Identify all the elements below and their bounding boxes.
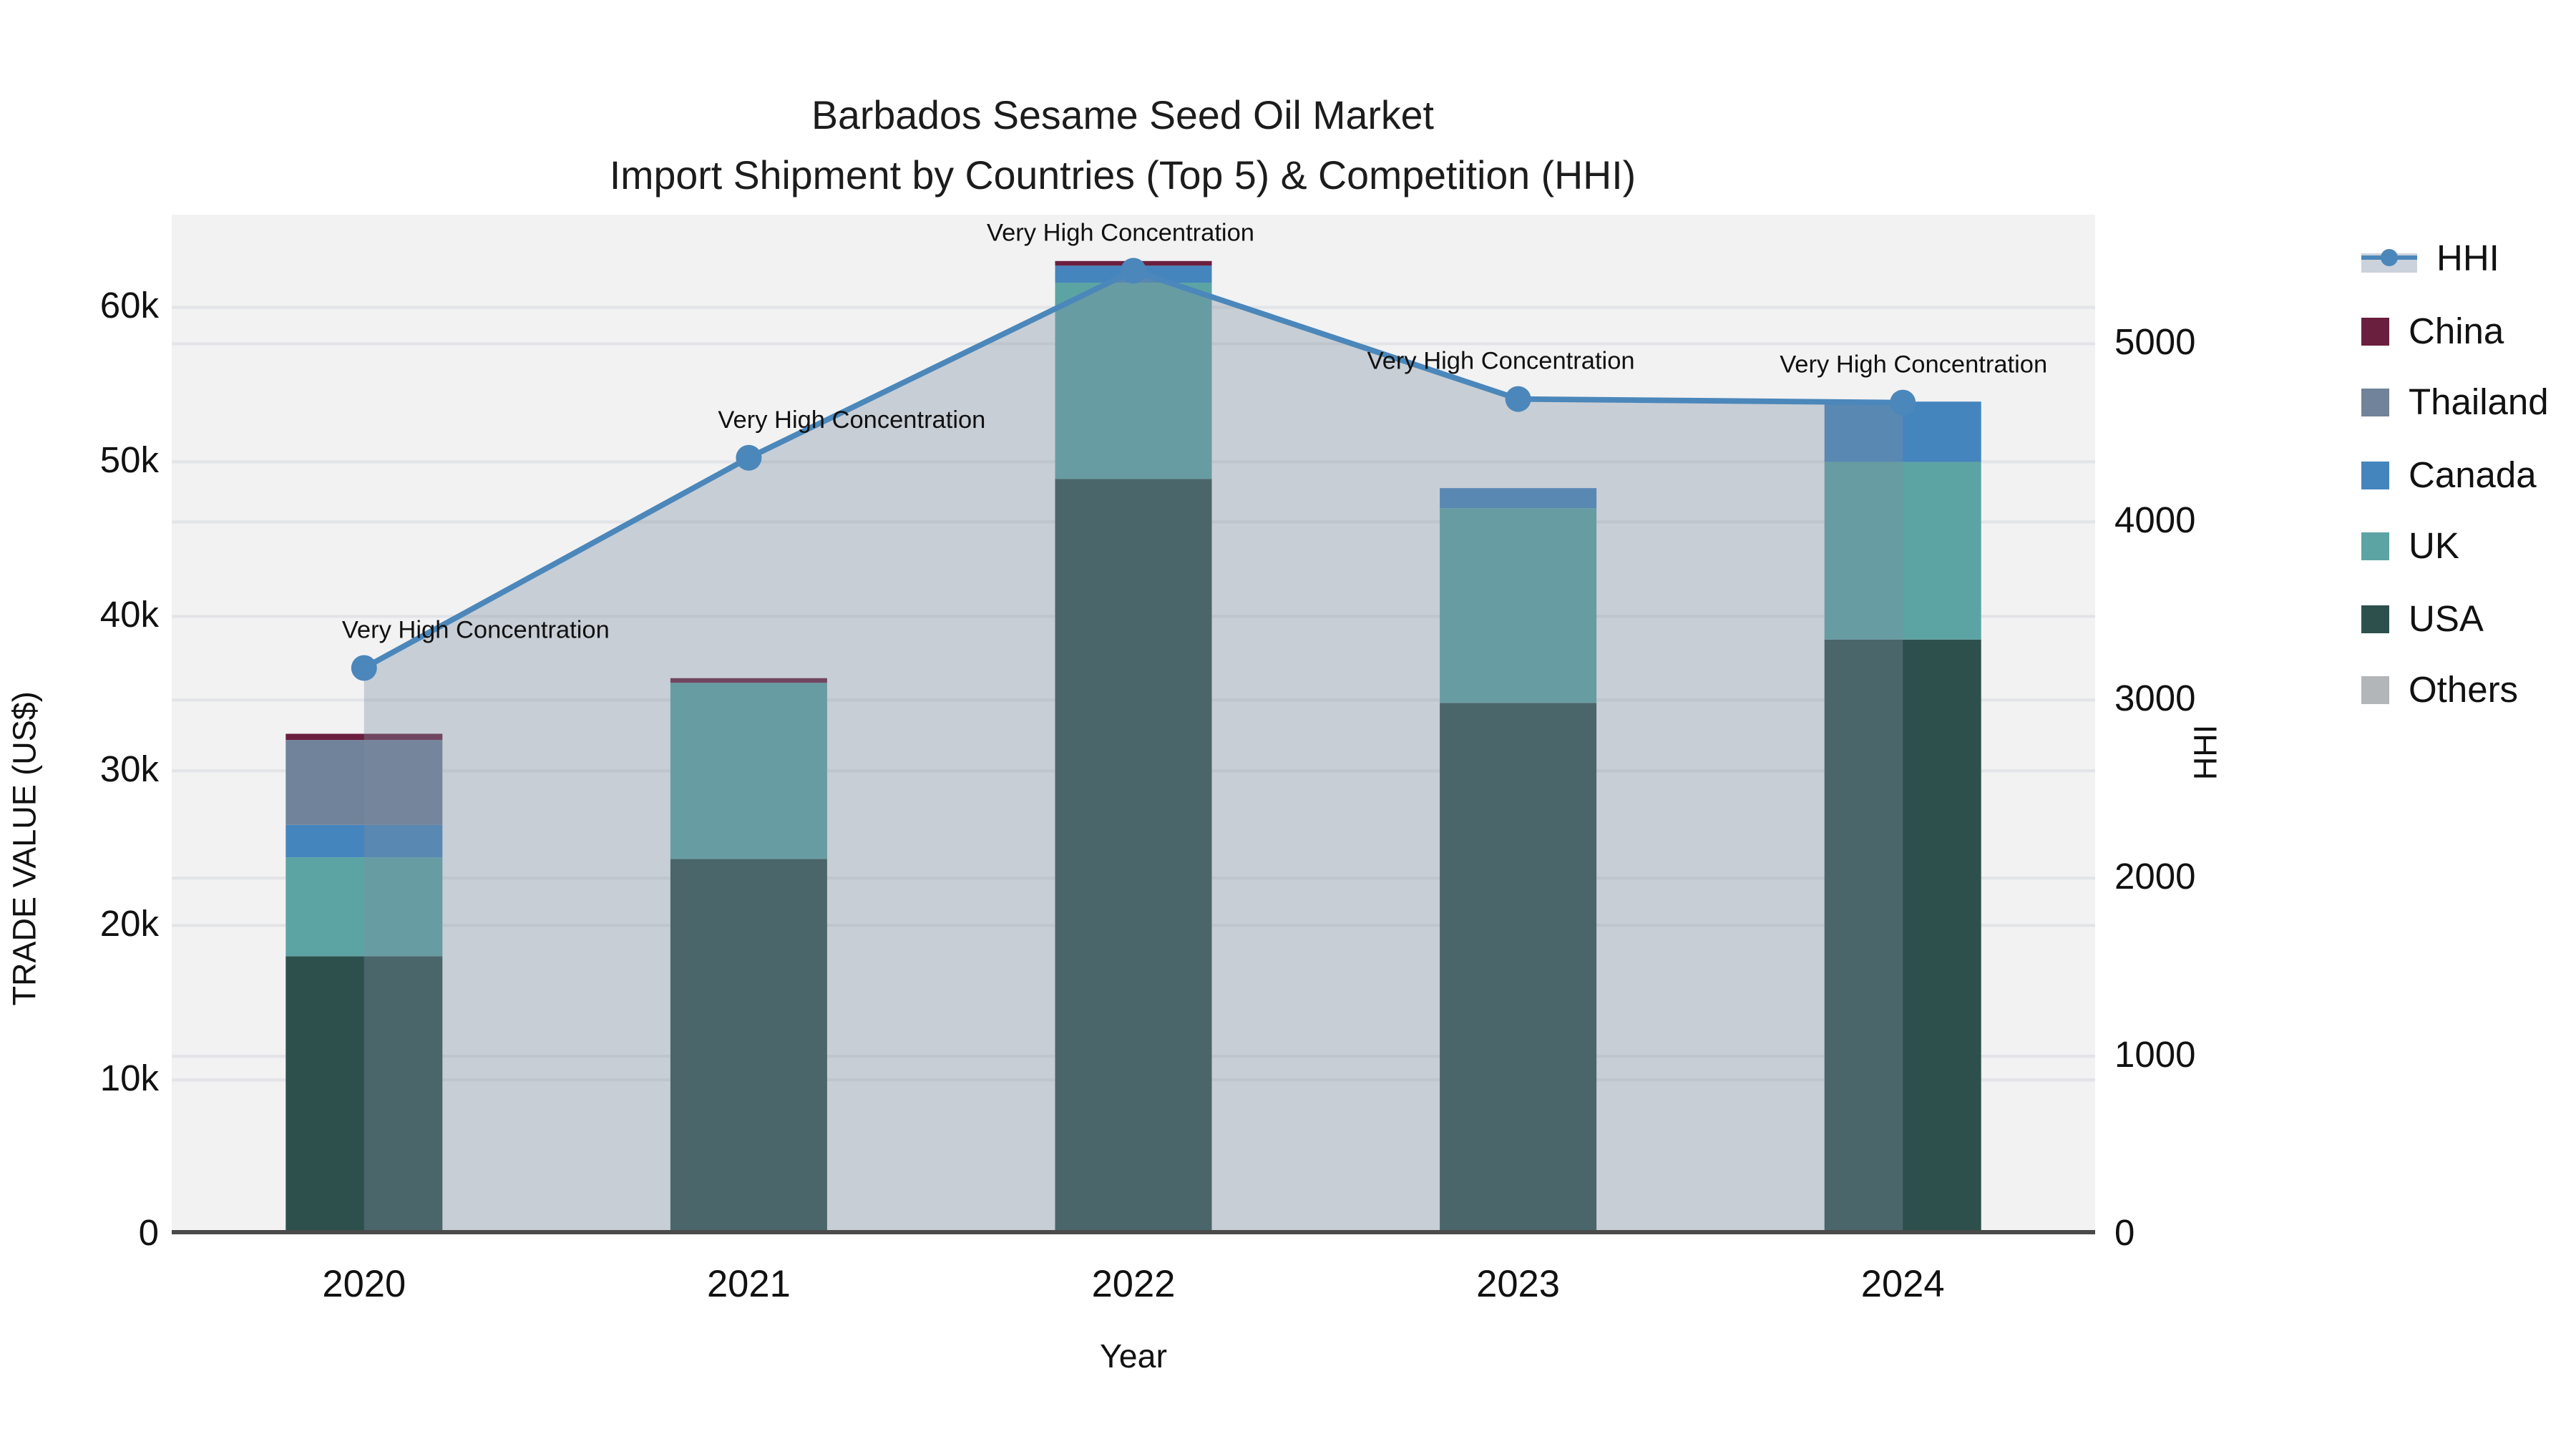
annotation-2024: Very High Concentration (1780, 351, 2047, 379)
hhi-marker-2020[interactable] (351, 655, 377, 681)
legend-swatch-china (2361, 316, 2389, 345)
annotation-2021: Very High Concentration (718, 406, 985, 434)
bar-segment-uk-2021[interactable] (670, 683, 827, 859)
annotation-2022: Very High Concentration (987, 219, 1254, 246)
bar-segment-canada-2020[interactable] (286, 824, 443, 858)
bar-segment-canada-2023[interactable] (1440, 488, 1597, 509)
x-axis-title: Year (1099, 1340, 1167, 1376)
legend-swatch-canada (2361, 460, 2389, 489)
hhi-marker-2023[interactable] (1505, 386, 1531, 412)
legend: HHI China Thailand Canada UK USA Others (2361, 232, 2549, 717)
x-tick-2023: 2023 (1476, 1262, 1560, 1305)
bar-segment-uk-2022[interactable] (1055, 283, 1212, 479)
bar-segment-uk-2020[interactable] (286, 857, 443, 957)
legend-swatch-uk (2361, 532, 2389, 560)
bar-segment-uk-2024[interactable] (1824, 462, 1981, 640)
legend-swatch-usa (2361, 604, 2389, 633)
legend-label-others: Others (2409, 670, 2519, 711)
bar-segment-usa-2023[interactable] (1440, 703, 1597, 1234)
legend-label-china: China (2409, 310, 2504, 351)
right-tick-0: 0 (2114, 1213, 2135, 1254)
legend-label-hhi: HHI (2436, 238, 2499, 279)
annotation-2023: Very High Concentration (1367, 348, 1635, 375)
chart-title-line1: Barbados Sesame Seed Oil Market (811, 92, 1434, 137)
bar-segment-usa-2022[interactable] (1055, 479, 1212, 1234)
legend-label-canada: Canada (2409, 454, 2537, 495)
x-tick-2021: 2021 (706, 1262, 791, 1305)
hhi-marker-2021[interactable] (736, 444, 762, 471)
hhi-area (364, 270, 1903, 1234)
left-tick-50k: 50k (99, 440, 159, 482)
right-tick-2000: 2000 (2114, 857, 2196, 898)
legend-item-usa[interactable]: USA (2361, 592, 2549, 645)
bar-segment-usa-2020[interactable] (286, 956, 443, 1234)
legend-label-uk: UK (2409, 526, 2459, 567)
chart-title: Barbados Sesame Seed Oil Market Import S… (0, 86, 2245, 206)
legend-item-hhi[interactable]: HHI (2361, 232, 2549, 286)
legend-label-thailand: Thailand (2409, 382, 2549, 423)
bar-segment-usa-2021[interactable] (670, 859, 827, 1234)
hhi-marker-2024[interactable] (1890, 389, 1916, 416)
bar-segment-thailand-2020[interactable] (286, 740, 443, 825)
x-tick-2022: 2022 (1091, 1262, 1176, 1305)
legend-item-canada[interactable]: Canada (2361, 448, 2549, 502)
left-tick-0: 0 (138, 1213, 159, 1254)
legend-item-uk[interactable]: UK (2361, 519, 2549, 573)
hhi-marker-2022[interactable] (1121, 258, 1146, 284)
plot-area[interactable]: Very High Concentration Very High Concent… (172, 215, 2095, 1234)
chart-canvas[interactable]: Very High Concentration Very High Concent… (172, 215, 2095, 1234)
right-tick-4000: 4000 (2114, 500, 2196, 542)
legend-line-symbol-icon (2361, 244, 2417, 274)
bar-segment-uk-2023[interactable] (1440, 508, 1597, 703)
right-tick-5000: 5000 (2114, 322, 2196, 364)
chart-title-line2: Import Shipment by Countries (Top 5) & C… (609, 152, 1636, 197)
left-tick-30k: 30k (99, 749, 159, 791)
legend-label-usa: USA (2409, 597, 2484, 639)
right-tick-1000: 1000 (2114, 1035, 2196, 1076)
left-tick-60k: 60k (99, 286, 159, 327)
legend-swatch-others (2361, 676, 2389, 704)
bar-segment-usa-2024[interactable] (1824, 639, 1981, 1234)
right-tick-3000: 3000 (2114, 678, 2196, 720)
legend-item-others[interactable]: Others (2361, 663, 2549, 717)
annotation-2020: Very High Concentration (342, 616, 610, 643)
left-tick-20k: 20k (99, 904, 159, 945)
x-tick-2024: 2024 (1860, 1262, 1945, 1305)
bar-segment-china-2020[interactable] (286, 733, 443, 741)
left-tick-40k: 40k (99, 595, 159, 636)
legend-swatch-thailand (2361, 389, 2389, 416)
legend-item-thailand[interactable]: Thailand (2361, 376, 2549, 429)
legend-item-china[interactable]: China (2361, 304, 2549, 358)
bar-segment-china-2021[interactable] (670, 678, 827, 683)
left-tick-10k: 10k (99, 1058, 159, 1100)
x-tick-2020: 2020 (322, 1262, 406, 1305)
